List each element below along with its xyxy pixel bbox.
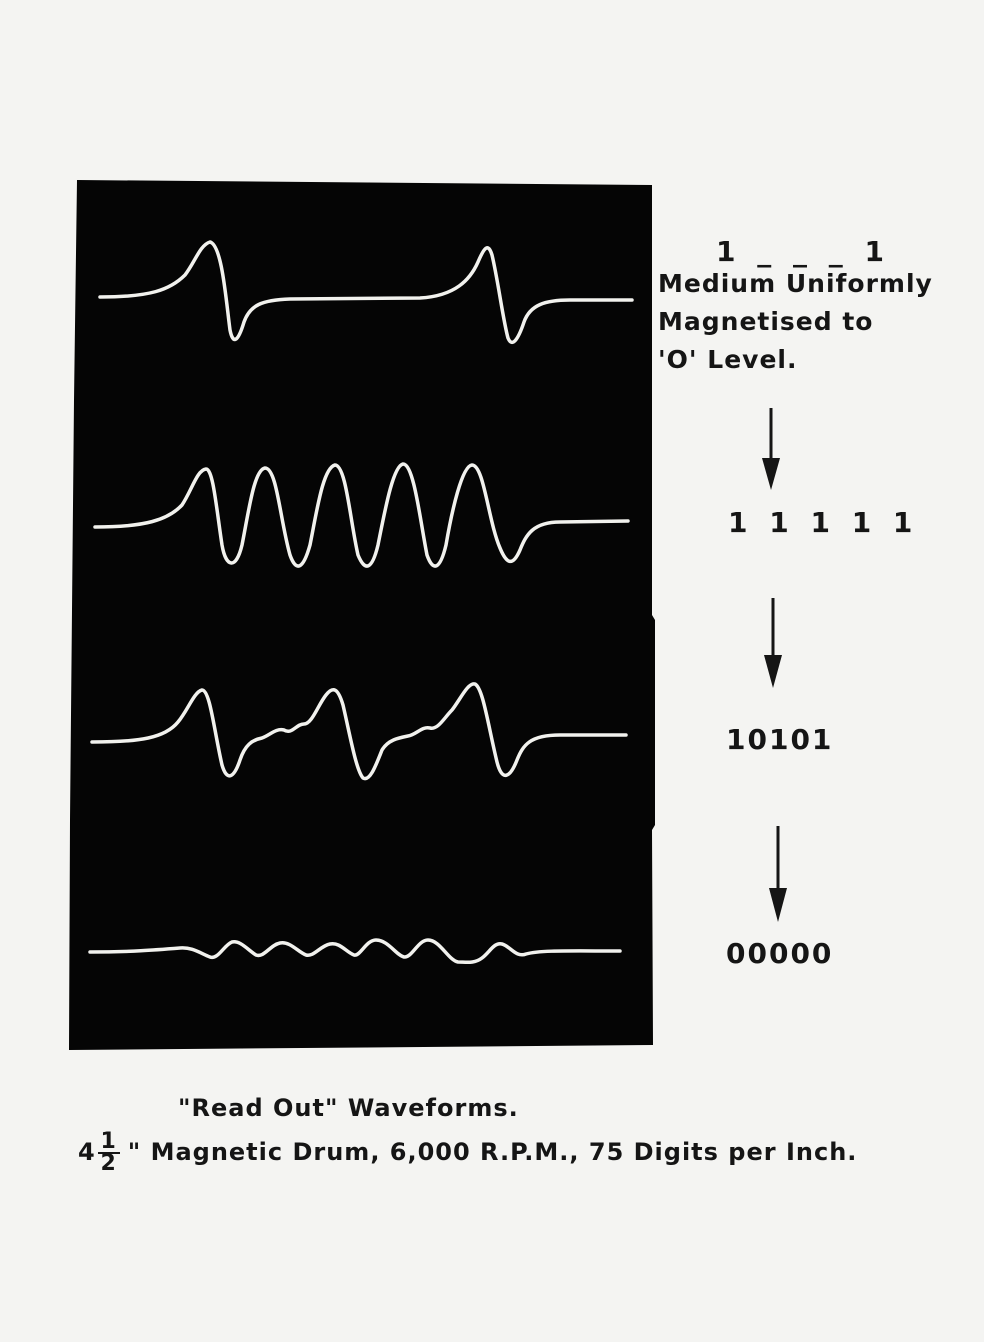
annotation-line-2: Magnetised to: [658, 307, 874, 336]
waveform-trace-3: [90, 682, 628, 781]
caption-rest: " Magnetic Drum, 6,000 R.P.M., 75 Digits…: [127, 1138, 858, 1166]
fraction-numerator: 1: [97, 1131, 120, 1154]
waveform-trace-4: [88, 938, 622, 965]
bit-pattern-label-top: 1 _ _ _ 1: [716, 235, 890, 268]
annotation-line-3: 'O' Level.: [658, 345, 798, 374]
bit-pattern-label-1: 1 1 1 1 1: [728, 506, 919, 539]
caption-subtitle: 4 1 2 " Magnetic Drum, 6,000 R.P.M., 75 Dig…: [78, 1131, 858, 1176]
caption-lead: 4: [78, 1138, 96, 1166]
annotation-line-1: Medium Uniformly: [658, 269, 933, 298]
fraction-denominator: 2: [100, 1151, 117, 1176]
waveform-trace-1: [98, 240, 634, 344]
waveform-trace-2: [93, 462, 630, 568]
caption-title: "Read Out" Waveforms.: [178, 1094, 519, 1122]
arrow-down-icon: [769, 826, 787, 922]
scope-screen: [69, 180, 655, 1050]
bit-pattern-label-2: 10101: [726, 723, 834, 756]
bit-pattern-label-3: 00000: [726, 937, 834, 970]
arrow-down-icon: [762, 408, 780, 490]
arrow-down-icon: [764, 598, 782, 688]
